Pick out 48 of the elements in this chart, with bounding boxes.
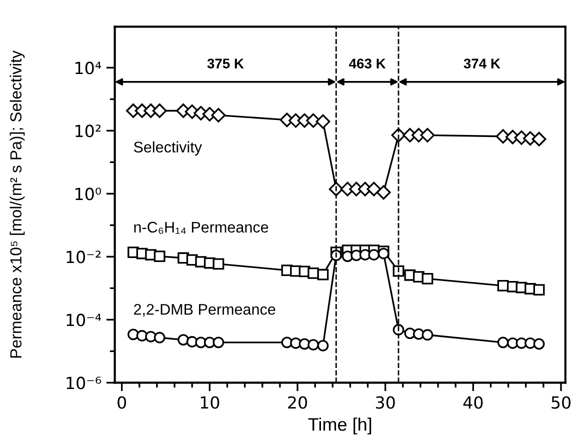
point bbox=[359, 249, 371, 260]
y-tick-label: 10⁴ bbox=[76, 62, 102, 74]
point bbox=[420, 128, 435, 142]
point bbox=[506, 337, 518, 349]
point bbox=[211, 108, 226, 122]
point bbox=[152, 104, 167, 118]
point bbox=[392, 324, 404, 336]
annotation: 374 K bbox=[464, 58, 500, 68]
point bbox=[366, 182, 382, 196]
point bbox=[316, 114, 330, 129]
x-tick-label: 0 bbox=[118, 396, 126, 409]
point bbox=[532, 132, 546, 146]
y-tick-label: 10² bbox=[76, 124, 101, 138]
y-tick-label: 10⁻² bbox=[66, 250, 101, 264]
point bbox=[392, 265, 404, 277]
x-axis-title: Time [h] bbox=[308, 418, 372, 434]
point bbox=[308, 267, 319, 279]
y-tick-label: 10⁻⁴ bbox=[66, 314, 102, 326]
x-tick-label: 40 bbox=[463, 396, 483, 409]
x-tick-label: 50 bbox=[552, 396, 570, 409]
point bbox=[154, 250, 166, 262]
x-tick-label: 10 bbox=[200, 396, 220, 409]
point bbox=[533, 284, 545, 296]
point bbox=[308, 339, 319, 350]
x-tick-label: 20 bbox=[288, 396, 307, 409]
point bbox=[533, 338, 545, 350]
point bbox=[317, 340, 329, 352]
point bbox=[524, 337, 536, 349]
annotation: 463 K bbox=[349, 58, 386, 68]
point bbox=[497, 336, 509, 348]
point bbox=[422, 329, 434, 341]
point bbox=[178, 334, 190, 346]
annotation: 375 K bbox=[207, 58, 244, 68]
point bbox=[212, 258, 224, 270]
point bbox=[422, 273, 434, 284]
x-tick-label: 30 bbox=[376, 396, 395, 409]
point bbox=[128, 328, 139, 340]
point bbox=[317, 268, 329, 280]
point bbox=[154, 332, 166, 344]
series-label: 2,2-DMB Permeance bbox=[134, 304, 276, 317]
point bbox=[212, 336, 224, 348]
y-tick-label: 10⁻⁶ bbox=[66, 376, 102, 390]
y-tick-label: 10⁰ bbox=[76, 188, 102, 200]
point bbox=[376, 185, 391, 200]
series-label: Selectivity bbox=[134, 141, 202, 156]
series-label: n-C₆H₁₄ Permeance bbox=[134, 222, 268, 234]
y-axis-title: Permeance x10⁵ [mol/(m² s Pa)]; Selectivity bbox=[10, 50, 25, 358]
point bbox=[368, 249, 380, 260]
